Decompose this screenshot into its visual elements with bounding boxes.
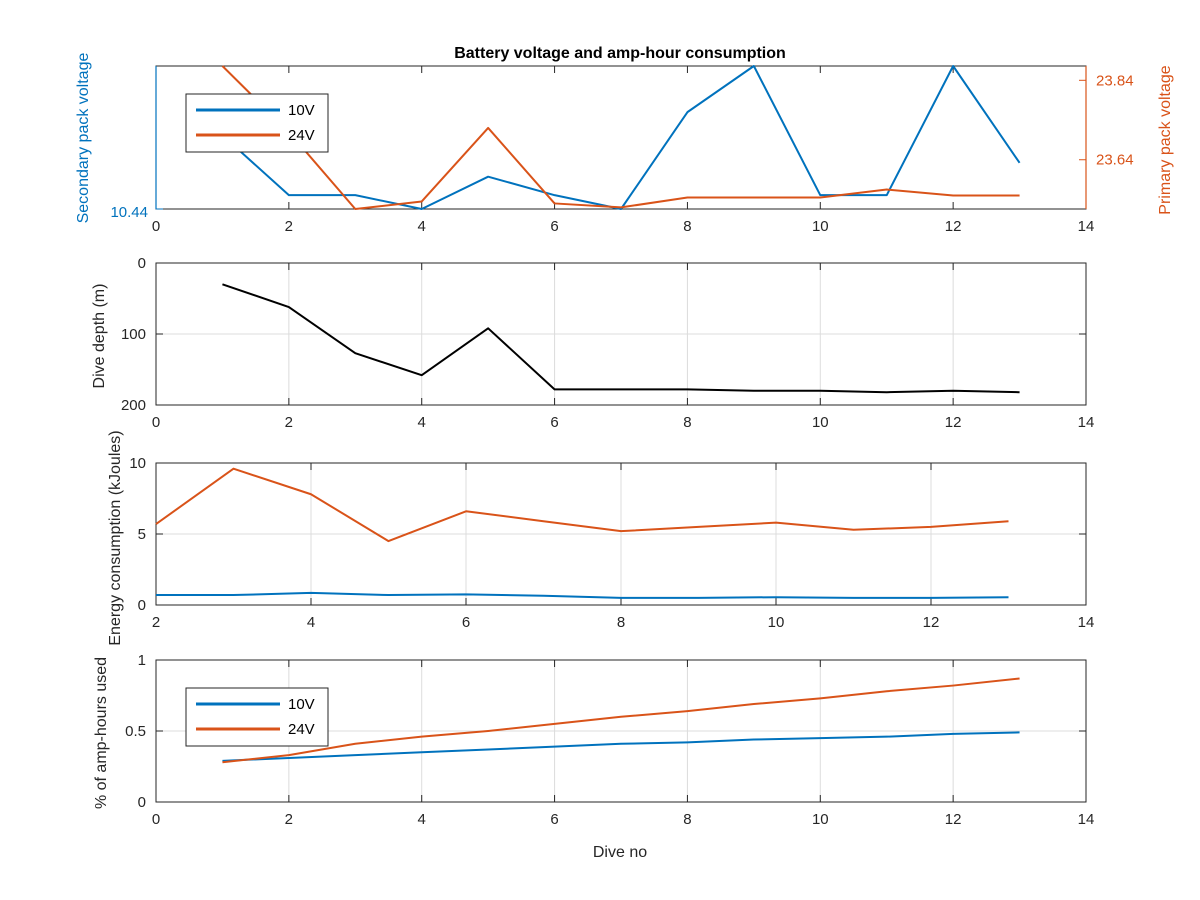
y-tick-label: 200	[121, 397, 146, 414]
y-axis-title-right: Primary pack voltage	[1157, 65, 1174, 214]
series-line-10v	[156, 591, 1009, 599]
x-tick-label: 8	[683, 414, 691, 431]
legend-label-10v: 10V	[288, 102, 315, 119]
y-axis-title-left: Secondary pack voltage	[75, 53, 92, 224]
x-tick-label: 10	[812, 218, 829, 235]
x-tick-label: 8	[683, 218, 691, 235]
x-tick-label: 14	[1078, 614, 1095, 631]
x-tick-label: 0	[152, 811, 160, 828]
x-tick-label: 12	[945, 414, 962, 431]
x-tick-label: 12	[945, 218, 962, 235]
x-tick-label: 4	[418, 414, 426, 431]
series-line-24v	[222, 677, 1020, 764]
series-line-10v	[221, 65, 1021, 210]
y-tick-label: 0	[138, 794, 146, 811]
y-tick-label: 0	[138, 597, 146, 614]
y-tick-label: 10	[129, 455, 146, 472]
y-tick-label: 0	[138, 255, 146, 272]
y-tick-label: 1	[138, 652, 146, 669]
legend: 10V 24V	[185, 93, 329, 153]
y-axis-title: Energy consumption (kJoules)	[107, 430, 124, 645]
legend-label-10v: 10V	[288, 696, 315, 713]
legend-box	[185, 687, 329, 747]
x-axis-title: Dive no	[593, 844, 647, 861]
x-tick-label: 0	[152, 218, 160, 235]
x-tick-label: 6	[550, 218, 558, 235]
panel-energy-consumption: Energy consumption (kJoules) 2 4 6 8 10 12 14 0…	[107, 430, 1094, 645]
x-tick-label: 10	[768, 614, 785, 631]
y-tick-label: 0.5	[125, 723, 146, 740]
y-axis-title: % of amp-hours used	[93, 657, 110, 809]
x-tick-label: 10	[812, 414, 829, 431]
series-line-24v	[155, 467, 1009, 543]
series-line-10v	[222, 731, 1020, 762]
series-line	[222, 283, 1020, 394]
series-line-24v	[221, 65, 1020, 210]
y-tick-label: 100	[121, 326, 146, 343]
x-tick-label: 14	[1078, 414, 1095, 431]
x-tick-label: 2	[285, 218, 293, 235]
legend-label-24v: 24V	[288, 127, 315, 144]
x-tick-label: 2	[285, 414, 293, 431]
x-tick-label: 4	[418, 811, 426, 828]
x-tick-label: 8	[683, 811, 691, 828]
x-tick-label: 8	[617, 614, 625, 631]
panel-dive-depth: Dive depth (m) 0 2 4 6 8 10 12 14 0 100 200	[91, 255, 1094, 431]
x-tick-label: 4	[307, 614, 315, 631]
panel-amp-hours: % of amp-hours used Dive no 0 2 4 6 8 10 12 140…	[93, 652, 1094, 861]
legend-box	[185, 93, 329, 153]
x-tick-label: 6	[550, 414, 558, 431]
x-tick-label: 0	[152, 414, 160, 431]
y-tick-label-right: 23.64	[1096, 152, 1134, 169]
y-tick-label-left: 10.44	[110, 204, 148, 221]
legend-label-24v: 24V	[288, 721, 315, 738]
x-tick-label: 12	[945, 811, 962, 828]
x-tick-label: 6	[550, 811, 558, 828]
chart-title: Battery voltage and amp-hour consumption	[454, 45, 786, 62]
x-tick-label: 10	[812, 811, 829, 828]
x-tick-label: 14	[1078, 218, 1095, 235]
x-tick-label: 2	[152, 614, 160, 631]
x-tick-label: 2	[285, 811, 293, 828]
panel-battery-voltage: Secondary pack voltage Primary pack volt…	[75, 53, 1174, 235]
x-tick-label: 12	[923, 614, 940, 631]
y-axis-title: Dive depth (m)	[91, 284, 108, 389]
y-tick-label-right: 23.84	[1096, 72, 1134, 89]
x-tick-label: 4	[418, 218, 426, 235]
legend: 10V 24V	[185, 687, 329, 747]
x-tick-label: 6	[462, 614, 470, 631]
y-tick-label: 5	[138, 526, 146, 543]
x-tick-label: 14	[1078, 811, 1095, 828]
